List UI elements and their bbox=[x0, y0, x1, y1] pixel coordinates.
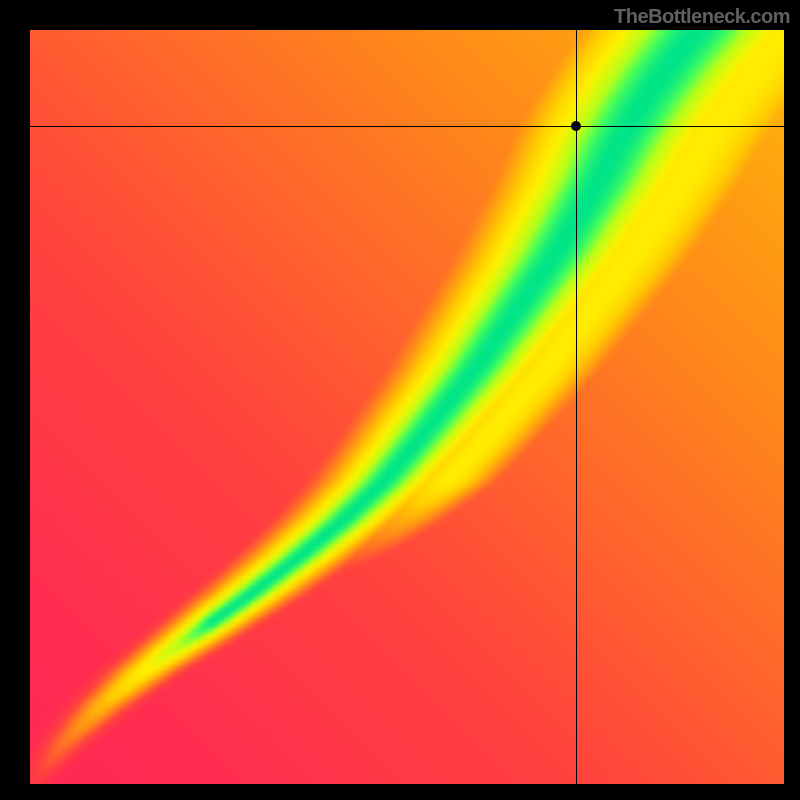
crosshair-vertical bbox=[576, 30, 577, 784]
heatmap-plot bbox=[30, 30, 784, 784]
crosshair-horizontal bbox=[30, 126, 784, 127]
watermark-text: TheBottleneck.com bbox=[614, 6, 790, 29]
marker-dot bbox=[571, 121, 581, 131]
heatmap-canvas bbox=[30, 30, 784, 784]
